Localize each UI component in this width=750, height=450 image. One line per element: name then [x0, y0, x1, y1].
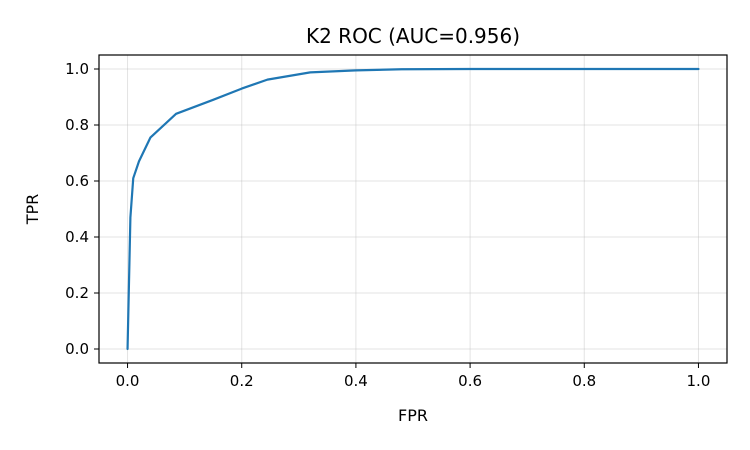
y-axis-label: TPR — [23, 194, 42, 226]
roc-curve-line — [126, 67, 700, 351]
chart-title: K2 ROC (AUC=0.956) — [306, 24, 520, 48]
x-axis-label: FPR — [398, 406, 428, 425]
x-tick: 0.8 — [572, 363, 596, 390]
y-tick-label: 0.2 — [65, 284, 89, 302]
x-tick-label: 0.8 — [572, 372, 596, 390]
x-tick-label: 1.0 — [687, 372, 711, 390]
x-axis-ticks: 0.0 0.2 0.4 0.6 0.8 1.0 — [116, 363, 711, 390]
x-tick: 0.2 — [230, 363, 254, 390]
y-tick-label: 0.8 — [65, 116, 89, 134]
x-tick: 0.0 — [116, 363, 140, 390]
y-tick: 0.2 — [65, 284, 99, 302]
y-tick: 0.4 — [65, 228, 99, 246]
x-tick-label: 0.6 — [458, 372, 482, 390]
y-tick: 1.0 — [65, 60, 99, 78]
y-tick: 0.0 — [65, 340, 99, 358]
y-tick: 0.8 — [65, 116, 99, 134]
x-tick-label: 0.0 — [116, 372, 140, 390]
y-tick-label: 0.6 — [65, 172, 89, 190]
y-tick-label: 1.0 — [65, 60, 89, 78]
x-tick-label: 0.2 — [230, 372, 254, 390]
y-axis-ticks: 0.0 0.2 0.4 0.6 0.8 1.0 — [65, 60, 99, 358]
y-tick-label: 0.4 — [65, 228, 89, 246]
x-tick: 1.0 — [687, 363, 711, 390]
grid-lines — [99, 55, 727, 363]
series-layer — [126, 67, 700, 351]
x-tick-label: 0.4 — [344, 372, 368, 390]
y-tick-label: 0.0 — [65, 340, 89, 358]
plot-area-frame — [98, 54, 728, 364]
y-tick: 0.6 — [65, 172, 99, 190]
x-tick: 0.4 — [344, 363, 368, 390]
x-tick: 0.6 — [458, 363, 482, 390]
